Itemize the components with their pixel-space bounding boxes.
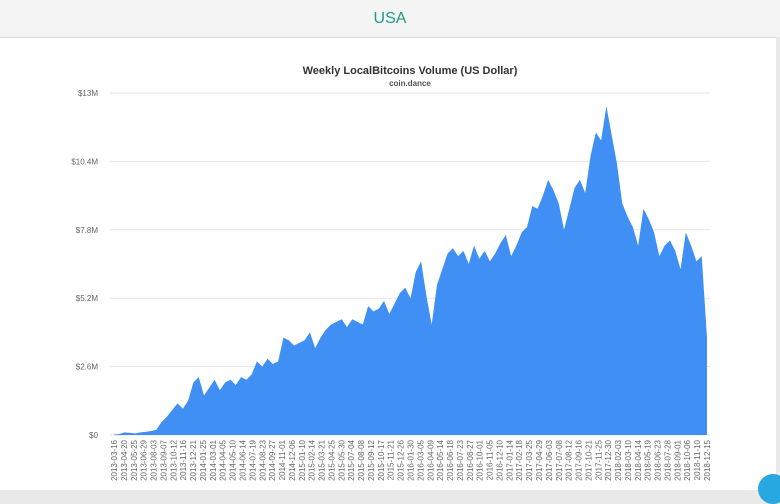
x-tick-label: 2017-06-03 xyxy=(545,439,554,480)
x-tick-label: 2014-11-01 xyxy=(278,439,287,480)
page-title: USA xyxy=(373,10,407,27)
x-tick-label: 2015-05-30 xyxy=(337,439,346,480)
x-tick-label: 2017-03-25 xyxy=(525,439,534,480)
x-tick-label: 2018-07-28 xyxy=(664,439,673,480)
x-tick-label: 2015-01-10 xyxy=(298,439,307,480)
x-tick-label: 2014-08-23 xyxy=(258,439,267,480)
x-tick-label: 2015-11-21 xyxy=(387,439,396,480)
x-tick-label: 2015-07-04 xyxy=(347,439,356,480)
x-tick-label: 2014-06-14 xyxy=(239,439,248,480)
x-tick-label: 2013-10-12 xyxy=(169,439,178,480)
x-tick-label: 2017-01-14 xyxy=(505,439,514,480)
x-tick-label: 2018-05-19 xyxy=(644,439,653,480)
x-tick-label: 2016-11-05 xyxy=(486,439,495,480)
x-tick-label: 2015-03-21 xyxy=(318,439,327,480)
y-tick-label: $2.6M xyxy=(76,363,99,372)
x-tick-label: 2016-08-27 xyxy=(466,439,475,480)
x-tick-label: 2015-04-25 xyxy=(327,439,336,480)
x-tick-label: 2017-02-18 xyxy=(515,439,524,480)
x-tick-label: 2014-03-01 xyxy=(209,439,218,480)
x-tick-label: 2013-04-20 xyxy=(120,439,129,480)
x-tick-label: 2016-01-30 xyxy=(407,439,416,480)
x-tick-label: 2016-04-09 xyxy=(426,439,435,480)
x-tick-label: 2017-04-29 xyxy=(535,439,544,480)
chart-subtitle: coin.dance xyxy=(389,79,431,88)
x-tick-label: 2013-08-03 xyxy=(150,439,159,480)
x-tick-label: 2018-11-10 xyxy=(693,439,702,480)
y-tick-label: $7.8M xyxy=(76,226,99,235)
x-tick-label: 2013-05-25 xyxy=(130,439,139,480)
x-tick-label: 2016-12-10 xyxy=(495,439,504,480)
y-tick-label: $13M xyxy=(78,89,98,98)
x-tick-label: 2016-05-14 xyxy=(436,439,445,480)
x-tick-label: 2017-12-30 xyxy=(604,439,613,480)
x-tick-label: 2018-10-06 xyxy=(683,439,692,480)
x-tick-label: 2014-05-10 xyxy=(229,439,238,480)
x-tick-label: 2013-09-07 xyxy=(159,439,168,480)
x-tick-label: 2013-03-16 xyxy=(110,439,119,480)
volume-area-series xyxy=(114,106,707,436)
x-tick-label: 2016-07-23 xyxy=(456,439,465,480)
x-tick-label: 2016-03-05 xyxy=(416,439,425,480)
y-axis-ticks: $0 $2.6M $5.2M $7.8M $10.4M $13M xyxy=(71,89,98,440)
x-tick-label: 2018-09-01 xyxy=(673,439,682,480)
x-tick-label: 2015-02-14 xyxy=(308,439,317,480)
x-tick-label: 2017-10-21 xyxy=(584,439,593,480)
x-tick-label: 2015-08-08 xyxy=(357,439,366,480)
x-tick-label: 2018-04-14 xyxy=(634,439,643,480)
x-tick-label: 2017-11-25 xyxy=(594,439,603,480)
y-tick-label: $0 xyxy=(89,431,98,440)
x-tick-label: 2018-06-23 xyxy=(654,439,663,480)
x-tick-label: 2016-10-01 xyxy=(476,439,485,480)
x-tick-label: 2018-12-15 xyxy=(703,439,712,480)
x-axis-ticks: 2013-03-16 2013-04-20 2013-05-25 2013-06-29… xyxy=(110,439,712,480)
x-tick-label: 2016-06-18 xyxy=(446,439,455,480)
x-tick-label: 2018-02-03 xyxy=(614,439,623,480)
x-tick-label: 2014-09-27 xyxy=(268,439,277,480)
y-tick-label: $10.4M xyxy=(71,157,98,166)
x-tick-label: 2018-03-10 xyxy=(624,439,633,480)
x-tick-label: 2017-08-12 xyxy=(565,439,574,480)
x-tick-label: 2013-06-29 xyxy=(140,439,149,480)
chart-svg: $0$2.6M$5.2M$7.8M$10.4M$13M 2013-03-16 20… xyxy=(71,65,712,481)
y-tick-label: $5.2M xyxy=(76,294,99,303)
x-tick-label: 2017-09-16 xyxy=(575,439,584,480)
x-tick-label: 2013-11-16 xyxy=(179,439,188,480)
x-tick-label: 2014-12-06 xyxy=(288,439,297,480)
x-tick-label: 2013-12-21 xyxy=(189,439,198,480)
page-header: USA xyxy=(0,0,780,37)
chart-title: Weekly LocalBitcoins Volume (US Dollar) xyxy=(303,65,518,77)
x-tick-label: 2015-09-12 xyxy=(367,439,376,480)
x-tick-label: 2014-01-25 xyxy=(199,439,208,480)
x-tick-label: 2015-12-26 xyxy=(397,439,406,480)
x-tick-label: 2015-10-17 xyxy=(377,439,386,480)
x-tick-label: 2017-07-08 xyxy=(555,439,564,480)
x-tick-label: 2014-07-19 xyxy=(248,439,257,480)
x-tick-label: 2014-04-05 xyxy=(219,439,228,480)
